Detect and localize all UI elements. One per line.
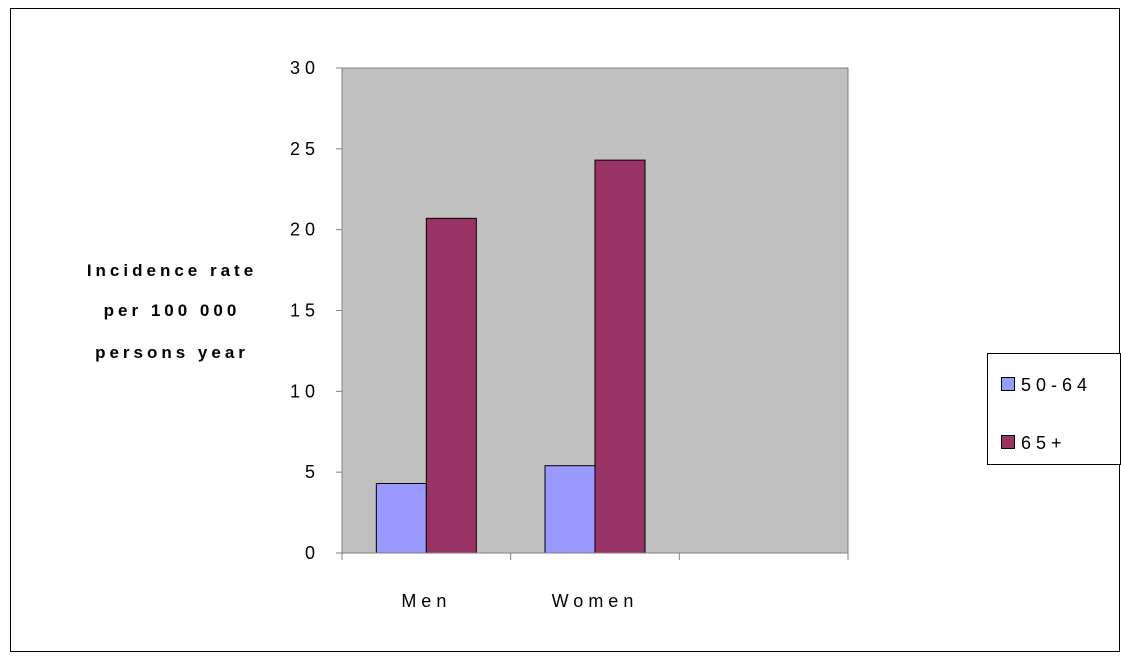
y-tick-label: 15 xyxy=(290,301,320,321)
y-tick-label: 5 xyxy=(305,462,320,482)
x-tick-label-men: Men xyxy=(401,591,451,611)
bars-group xyxy=(375,159,646,554)
bar-50-64-women xyxy=(544,465,596,554)
y-tick-label: 25 xyxy=(290,139,320,159)
y-axis-label-line-1: Incidence rate xyxy=(87,261,257,280)
x-tick-label-women: Women xyxy=(552,591,639,611)
y-axis-label-line-3: persons year xyxy=(95,343,249,362)
axes-group: 0 5 10 15 20 25 30 Men Women xyxy=(290,58,849,611)
bar-65-plus-men xyxy=(425,217,477,554)
y-tick-label: 30 xyxy=(290,58,320,78)
y-tick-label: 20 xyxy=(290,220,320,240)
y-tick-label: 0 xyxy=(305,543,320,563)
y-axis-label-line-2: per 100 000 xyxy=(104,301,241,320)
legend-label-65-plus: 65+ xyxy=(1021,433,1067,453)
legend-swatch-50-64 xyxy=(1001,377,1015,391)
legend-swatch-65-plus xyxy=(1001,435,1015,449)
bar-65-plus-women xyxy=(594,159,646,554)
legend-label-50-64: 50-64 xyxy=(1021,375,1092,395)
y-axis-label: Incidence rate per 100 000 persons year xyxy=(87,261,257,362)
legend: 50-64 65+ xyxy=(987,353,1121,465)
bar-50-64-men xyxy=(375,482,427,554)
y-tick-label: 10 xyxy=(290,381,320,401)
